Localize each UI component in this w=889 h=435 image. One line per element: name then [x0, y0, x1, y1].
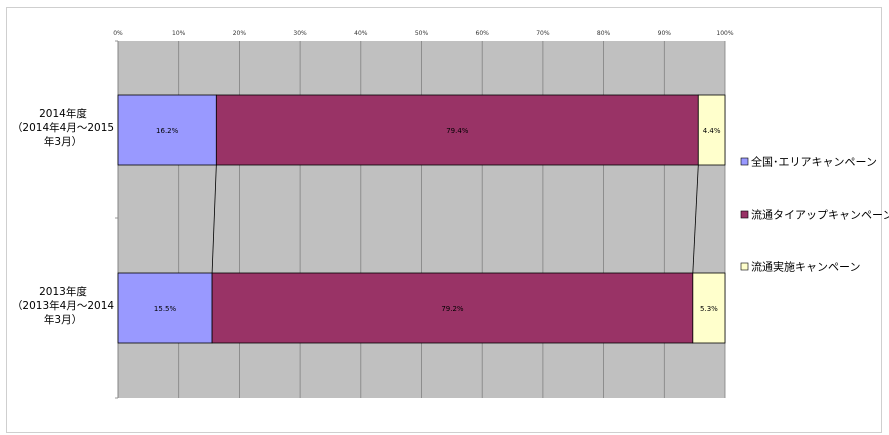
data-label: 79.4% — [446, 127, 469, 135]
x-tick-label: 80% — [597, 30, 611, 37]
category-label-line: 2014年度 — [39, 107, 87, 120]
legend-swatch — [740, 262, 749, 271]
series-line — [211, 164, 217, 274]
legend-entry: 全国･エリアキャンペーン — [751, 155, 877, 169]
x-axis-ticks: 0% 10% 20% 30% 40% 50% 60% 70% 80% 90% 100% — [113, 30, 734, 37]
x-tick-label: 0% — [113, 30, 123, 37]
plot-area — [115, 40, 726, 399]
data-label: 15.5% — [154, 305, 177, 313]
x-tick-label: 10% — [172, 30, 186, 37]
category-label: 2014年度（2014年4月～2015 年3月） — [12, 107, 114, 148]
legend-entry: 流通タイアップキャンペーン — [751, 208, 889, 222]
bar-segment — [117, 272, 213, 344]
x-tick-label: 90% — [658, 30, 672, 37]
data-label: 4.4% — [703, 127, 721, 135]
bar-segment — [211, 272, 694, 344]
legend-entry: 流通実施キャンペーン — [751, 260, 860, 274]
category-label-line: 年3月） — [44, 135, 82, 148]
bars: 16.2% 79.4% 4.4% 15.5% 79.2% 5.3% — [117, 94, 726, 344]
category-label-line: 年3月） — [44, 313, 82, 326]
x-tick-label: 70% — [536, 30, 550, 37]
category-label: 2013年度（2013年4月～2014 年3月） — [12, 285, 114, 326]
category-label-line: （2014年4月～2015 — [12, 121, 114, 134]
bar-segment — [697, 94, 726, 166]
legend-swatch — [740, 210, 749, 219]
data-label: 16.2% — [156, 127, 179, 135]
x-tick-label: 40% — [354, 30, 368, 37]
category-label-line: （2013年4月～2014 — [12, 299, 114, 312]
x-tick-label: 100% — [716, 30, 733, 37]
x-tick-label: 20% — [233, 30, 247, 37]
x-tick-label: 60% — [476, 30, 490, 37]
bar-segment — [692, 272, 726, 344]
bar-segment — [117, 94, 217, 166]
series-line — [692, 164, 699, 274]
x-tick-label: 50% — [415, 30, 429, 37]
x-tick-label: 30% — [293, 30, 307, 37]
data-label: 5.3% — [700, 305, 718, 313]
category-label-line: 2013年度 — [39, 285, 87, 298]
legend-swatch — [740, 157, 749, 166]
category-labels: 2014年度（2014年4月～2015 年3月）2013年度（2013年4月～20… — [12, 107, 114, 326]
data-label: 79.2% — [441, 305, 464, 313]
